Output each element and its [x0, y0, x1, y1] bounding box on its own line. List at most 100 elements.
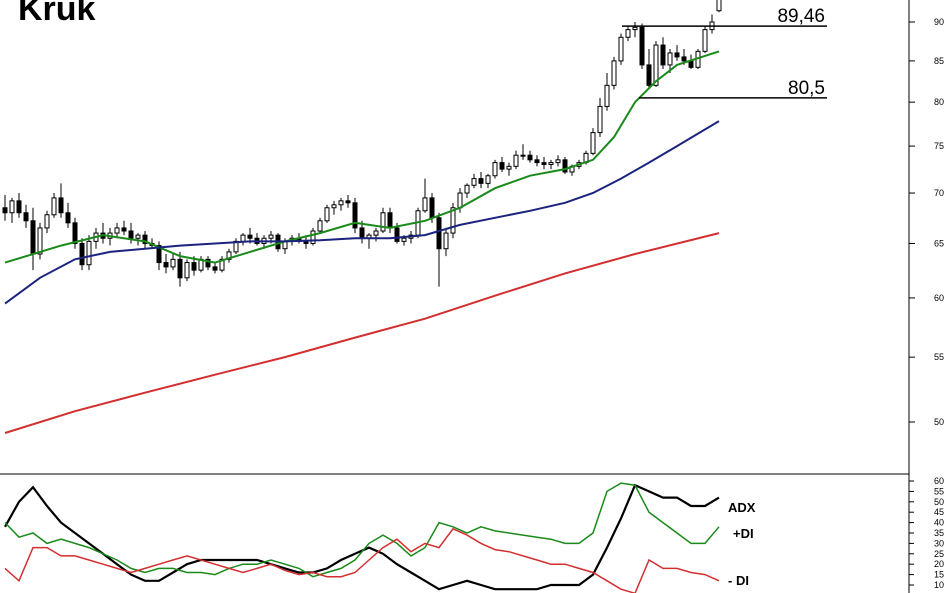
price-tick-label: 55: [934, 352, 944, 362]
candle: [198, 256, 204, 273]
level-label: 80,5: [788, 78, 825, 99]
minus-di-line: [4, 527, 720, 593]
candle: [135, 233, 141, 246]
indicator-tick-label: 10: [934, 580, 944, 590]
candle: [513, 150, 519, 170]
candle: [2, 194, 8, 221]
candle: [65, 202, 71, 228]
legend-plus-di: +DI: [733, 526, 754, 541]
candle: [163, 254, 169, 274]
candle: [618, 33, 624, 65]
candle: [114, 222, 120, 239]
candle: [674, 45, 680, 61]
candle: [51, 193, 57, 218]
candle: [345, 194, 351, 208]
candle: [366, 233, 372, 249]
candle: [156, 241, 162, 271]
candle: [30, 207, 36, 271]
candle: [478, 171, 484, 189]
candle: [310, 227, 316, 246]
moving-average-fast-line: [4, 50, 720, 264]
candle: [520, 144, 526, 160]
moving-average-lines: [4, 50, 720, 434]
indicator-tick-label: 35: [934, 528, 944, 538]
price-tick-label: 65: [934, 238, 944, 248]
candle: [177, 251, 183, 287]
candle: [541, 157, 547, 170]
candle: [471, 173, 477, 189]
candle: [597, 97, 603, 138]
candle: [79, 238, 85, 271]
candle: [100, 222, 106, 244]
candle: [170, 254, 176, 271]
candle: [233, 238, 239, 255]
candle: [142, 231, 148, 249]
candle: [9, 197, 15, 223]
price-tick-label: 85: [934, 56, 944, 66]
indicator-tick-label: 30: [934, 538, 944, 548]
candle: [632, 22, 638, 38]
candle: [639, 23, 645, 69]
indicator-tick-label: 60: [934, 476, 944, 486]
price-tick-label: 60: [934, 293, 944, 303]
candle: [184, 259, 190, 282]
candle: [352, 197, 358, 234]
candle: [702, 25, 708, 53]
candle: [590, 128, 596, 156]
candle: [646, 48, 652, 90]
candle: [72, 217, 78, 249]
indicator-tick-label: 50: [934, 497, 944, 507]
indicator-lines: [4, 482, 720, 593]
candle: [604, 73, 610, 111]
candle: [373, 227, 379, 242]
candle: [450, 202, 456, 239]
candle: [205, 256, 211, 271]
candle: [534, 155, 540, 167]
indicator-tick-label: 25: [934, 549, 944, 559]
candle: [121, 220, 127, 236]
price-levels: 89,46 80,5: [622, 6, 827, 99]
candle: [44, 210, 50, 234]
candle: [485, 173, 491, 189]
candle: [716, 0, 722, 13]
candle: [324, 204, 330, 223]
price-tick-label: 50: [934, 417, 944, 427]
candle: [37, 222, 43, 260]
candle: [548, 159, 554, 170]
price-axis-ticks: 50 55 60 65 70 75 80 85 90: [909, 17, 944, 427]
candle: [23, 204, 29, 228]
candle: [611, 56, 617, 90]
chart-title: Kruk: [18, 0, 96, 28]
legend-adx: ADX: [728, 500, 756, 515]
candle: [331, 200, 337, 215]
candle: [317, 217, 323, 234]
indicator-tick-label: 20: [934, 559, 944, 569]
candle: [492, 159, 498, 179]
candle: [464, 183, 470, 198]
candle: [527, 150, 533, 163]
candle: [219, 256, 225, 273]
candle: [660, 37, 666, 69]
candle: [338, 197, 344, 211]
candle: [387, 207, 393, 234]
candle: [436, 212, 442, 287]
indicator-tick-label: 55: [934, 486, 944, 496]
candle: [380, 207, 386, 234]
candle: [58, 183, 64, 218]
legend-minus-di: - DI: [728, 573, 749, 588]
candle: [240, 233, 246, 246]
price-tick-label: 80: [934, 97, 944, 107]
level-label: 89,46: [777, 6, 825, 27]
candlestick-series: [2, 0, 722, 287]
candle: [422, 178, 428, 213]
candle: [555, 155, 561, 167]
indicator-tick-label: 15: [934, 570, 944, 580]
candle: [212, 262, 218, 274]
moving-average-slow-line: [4, 232, 720, 434]
adx-line: [4, 483, 720, 591]
candle: [86, 235, 92, 271]
candle: [653, 41, 659, 88]
candle: [625, 25, 631, 42]
